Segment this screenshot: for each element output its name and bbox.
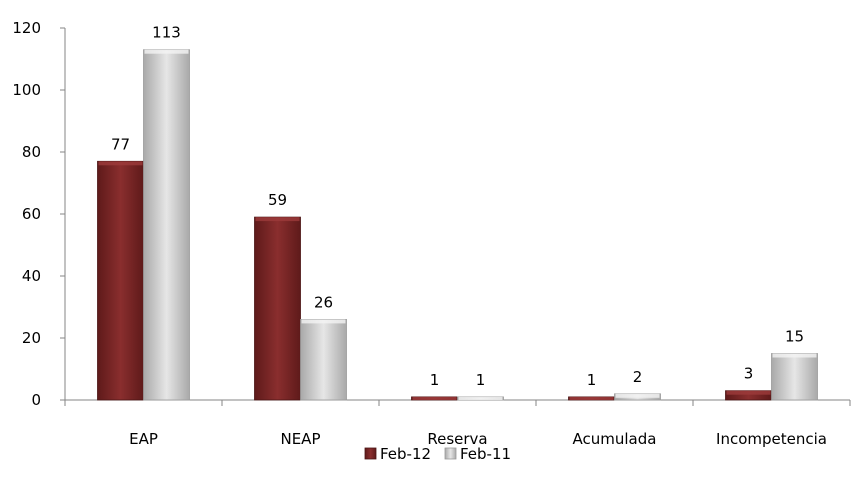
legend-swatch: [444, 447, 457, 460]
data-label: 77: [111, 135, 130, 153]
data-label: 15: [785, 328, 804, 346]
y-tick-label: 60: [22, 205, 41, 223]
data-label: 26: [314, 293, 333, 311]
bar-bevel: [144, 49, 189, 54]
bar-feb-12-neap: [254, 216, 301, 401]
data-label: 59: [268, 191, 287, 209]
y-tick-label: 20: [22, 329, 41, 347]
bar-bevel: [726, 390, 771, 395]
bar-feb-12-eap: [97, 160, 144, 401]
data-label: 1: [476, 371, 486, 389]
legend-label: Feb-12: [380, 445, 431, 463]
bar-bevel: [458, 396, 503, 400]
bar-feb-11-eap: [143, 49, 190, 401]
y-tick-label: 80: [22, 143, 41, 161]
data-label: 1: [587, 371, 597, 389]
y-tick-label: 120: [12, 19, 41, 37]
chart-axes: 0 20 40 60 80 100 120: [12, 19, 851, 409]
data-label: 2: [633, 368, 643, 386]
y-tick-label: 40: [22, 267, 41, 285]
bar-bevel: [412, 396, 457, 400]
data-label: 3: [744, 365, 754, 383]
bar-bevel: [255, 217, 300, 222]
x-category-label: EAP: [129, 430, 158, 448]
chart-bars: [97, 49, 818, 401]
bar-bevel: [301, 319, 346, 324]
chart-legend: Feb-12 Feb-11: [364, 445, 511, 463]
x-category-label: NEAP: [280, 430, 320, 448]
bar-bevel: [569, 396, 614, 400]
bar-bevel: [98, 161, 143, 166]
data-label: 1: [430, 371, 440, 389]
bar-bevel: [615, 393, 660, 398]
x-category-label: Incompetencia: [716, 430, 827, 448]
chart-labels: 77 113 EAP 59 26 NEAP 1 1 Reserva 1 2 Acumulada 3 15 I…: [111, 24, 827, 448]
data-label: 113: [152, 24, 181, 42]
x-category-label: Reserva: [427, 430, 487, 448]
legend-label: Feb-11: [460, 445, 511, 463]
x-category-label: Acumulada: [573, 430, 657, 448]
y-tick-label: 0: [31, 391, 41, 409]
bar-feb-11-incompetencia: [771, 353, 818, 401]
y-tick-label: 100: [12, 81, 41, 99]
legend-swatch: [364, 447, 377, 460]
bar-bevel: [772, 353, 817, 358]
bar-feb-11-neap: [300, 318, 347, 401]
